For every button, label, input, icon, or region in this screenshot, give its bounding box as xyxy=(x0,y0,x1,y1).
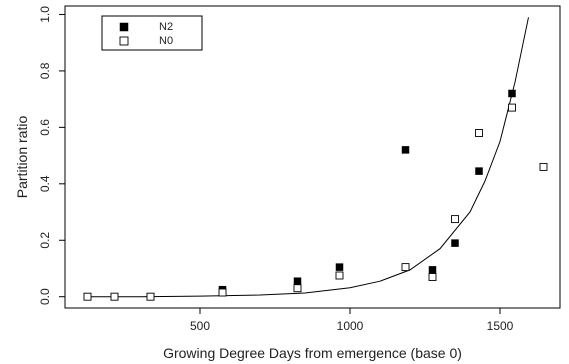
n0-point xyxy=(218,288,227,297)
legend-box xyxy=(101,15,203,51)
legend-label: N0 xyxy=(159,35,173,47)
curve-layer xyxy=(87,17,529,298)
y-tick-label: 0.8 xyxy=(38,62,52,79)
n0-point xyxy=(110,292,119,301)
n0-point xyxy=(401,263,410,272)
y-tick-label: 1.0 xyxy=(38,6,52,23)
n2-point xyxy=(428,266,437,274)
y-axis-title: Partition ratio xyxy=(14,116,30,199)
n0-point xyxy=(508,103,516,112)
plot-frame-layer xyxy=(64,5,561,309)
x-axis-title: Growing Degree Days from emergence (base… xyxy=(163,345,462,361)
y-tick-label: 0.2 xyxy=(38,232,52,249)
n2-point xyxy=(293,277,302,285)
n2-point xyxy=(475,167,483,175)
legend-n0-marker xyxy=(119,36,129,46)
n0-point xyxy=(539,162,548,171)
points-layer xyxy=(83,89,548,301)
n0-point xyxy=(475,129,483,137)
n0-point xyxy=(335,271,344,280)
y-tick-label: 0.4 xyxy=(38,175,52,192)
plot-frame xyxy=(64,5,561,309)
legend-n2-marker xyxy=(119,22,129,32)
legend-label: N2 xyxy=(159,21,173,33)
n0-point xyxy=(146,292,155,301)
y-tick-label: 0.0 xyxy=(38,288,52,305)
fitted-curve xyxy=(87,17,529,298)
n0-point xyxy=(451,215,459,224)
n0-point xyxy=(428,273,437,281)
x-tick-label: 1000 xyxy=(337,319,364,333)
n0-point xyxy=(293,284,302,293)
x-tick-label: 1500 xyxy=(487,319,514,333)
n2-point xyxy=(335,263,344,271)
n2-point xyxy=(508,89,516,98)
ticks-layer: 500 1000 1500 0.0 0.2 0.4 0.6 0.8 1.0 xyxy=(38,6,514,333)
n0-point xyxy=(83,292,92,301)
x-tick-label: 500 xyxy=(190,319,210,333)
n2-point xyxy=(451,239,459,247)
y-tick-label: 0.6 xyxy=(38,119,52,136)
n2-point xyxy=(401,146,410,154)
